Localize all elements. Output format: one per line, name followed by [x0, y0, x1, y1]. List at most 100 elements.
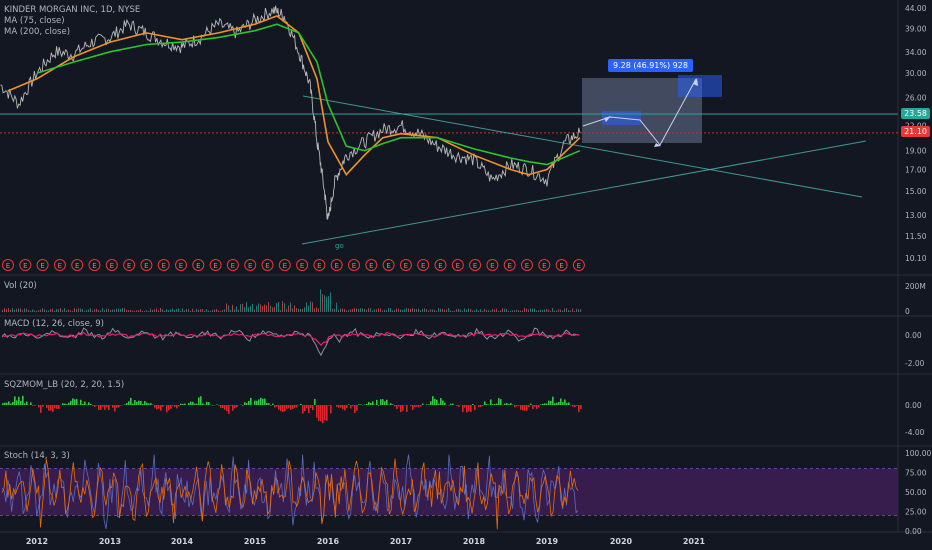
volume-pane-label[interactable]: Vol (20) [4, 281, 37, 291]
earnings-marker[interactable]: E [36, 259, 49, 271]
earnings-marker[interactable]: E [365, 259, 378, 271]
volume-bar [526, 308, 527, 312]
earnings-marker[interactable]: E [434, 259, 447, 271]
stoch-pane-label[interactable]: Stoch (14, 3, 3) [4, 451, 70, 461]
earnings-marker[interactable]: E [140, 259, 153, 271]
volume-bar [420, 310, 421, 312]
earnings-marker[interactable]: E [278, 259, 291, 271]
symbol-title[interactable]: KINDER MORGAN INC, 1D, NYSE [4, 5, 141, 15]
ma75-legend[interactable]: MA (75, close) [4, 16, 65, 26]
sqzmom-bar [224, 405, 226, 410]
sqzmom-pane-label[interactable]: SQZMOM_LB (20, 2, 20, 1.5) [4, 380, 125, 390]
sqzmom-bar [546, 403, 548, 405]
earnings-marker[interactable]: E [88, 259, 101, 271]
macd-pane-label[interactable]: MACD (12, 26, close, 9) [4, 319, 104, 329]
sqzmom-bar [418, 405, 420, 408]
volume-bar [188, 309, 189, 312]
earnings-marker[interactable]: E [399, 259, 412, 271]
earnings-marker[interactable]: E [157, 259, 170, 271]
earnings-marker[interactable]: E [469, 259, 482, 271]
earnings-marker[interactable]: E [19, 259, 32, 271]
sqzmom-bar [440, 398, 442, 405]
svg-text:E: E [231, 262, 235, 270]
main-y-tick-label: 39.00 [905, 24, 927, 33]
sqzmom-bar [564, 399, 566, 405]
earnings-marker[interactable]: E [417, 259, 430, 271]
ascending-trendline[interactable] [301, 140, 867, 245]
volume-bar [186, 308, 187, 312]
earnings-marker[interactable]: E [486, 259, 499, 271]
sqzmom-bar [158, 405, 160, 409]
ma200-line[interactable] [36, 23, 581, 166]
earnings-marker[interactable]: E [555, 259, 568, 271]
earnings-marker[interactable]: E [2, 259, 14, 271]
earnings-marker[interactable]: E [382, 259, 395, 271]
volume-bar [250, 305, 251, 312]
sqzmom-bar [52, 405, 54, 412]
svg-text:E: E [559, 262, 563, 270]
earnings-marker[interactable]: E [313, 259, 326, 271]
earnings-marker[interactable]: E [175, 259, 187, 271]
macd-signal-line[interactable] [1, 331, 580, 347]
volume-bar [228, 305, 229, 312]
sqzmom-bar [310, 405, 312, 408]
stoch-d-line[interactable] [1, 458, 579, 530]
volume-bar [534, 308, 535, 312]
sqzmom-bar [20, 400, 22, 405]
earnings-marker[interactable]: E [521, 259, 533, 271]
volume-bar [432, 309, 433, 312]
earnings-marker[interactable]: E [53, 259, 66, 271]
volume-bar [14, 309, 15, 312]
sqzmom-bar [168, 405, 170, 411]
sqzmom-bar [142, 403, 144, 405]
earnings-marker[interactable]: E [226, 259, 239, 271]
volume-bar [200, 309, 201, 312]
earnings-marker[interactable]: E [503, 259, 516, 271]
sqzmom-bar [360, 404, 362, 405]
sqzmom-bar [448, 405, 450, 406]
earnings-marker[interactable]: E [330, 259, 343, 271]
earnings-marker[interactable]: E [261, 259, 274, 271]
earnings-marker[interactable]: E [123, 259, 136, 271]
earnings-marker[interactable]: E [572, 259, 585, 271]
earnings-marker[interactable]: E [348, 259, 360, 271]
sqzmom-bar [24, 403, 26, 405]
earnings-marker[interactable]: E [209, 259, 222, 271]
sqzmom-bar [64, 403, 66, 405]
earnings-marker[interactable]: E [192, 259, 205, 271]
volume-bar [142, 310, 143, 312]
sqzmom-bar [558, 401, 560, 405]
ma200-legend[interactable]: MA (200, close) [4, 27, 71, 37]
earnings-marker[interactable]: E [71, 259, 84, 271]
earnings-marker[interactable]: E [296, 259, 309, 271]
volume-bar [468, 308, 469, 312]
sqzmom-bar [272, 403, 274, 405]
ma75-line[interactable] [7, 14, 581, 176]
volume-bar [30, 310, 31, 312]
stoch-k-line[interactable] [1, 454, 579, 529]
volume-bar [562, 310, 563, 312]
earnings-marker[interactable]: E [451, 259, 464, 271]
volume-bar [114, 309, 115, 312]
earnings-marker[interactable]: E [538, 259, 551, 271]
volume-bar [342, 308, 343, 312]
sqzmom-bar [94, 405, 96, 407]
svg-text:E: E [525, 262, 529, 270]
projection-path[interactable] [582, 78, 697, 146]
volume-bar [96, 308, 97, 312]
earnings-marker[interactable]: E [244, 259, 257, 271]
volume-bar [416, 309, 417, 312]
sqzmom-bar [26, 401, 28, 405]
descending-trendline[interactable] [302, 95, 863, 198]
sqzmom-bar [412, 405, 414, 410]
volume-bar [26, 308, 27, 312]
sqzmom-bar [140, 400, 142, 405]
earnings-marker[interactable]: E [105, 259, 118, 271]
volume-bar [390, 308, 391, 312]
volume-bar [264, 304, 265, 312]
volume-bar [128, 310, 129, 312]
sqzmom-bar [580, 405, 582, 409]
sqzmom-bar [370, 402, 372, 405]
main-y-tick-label: 30.00 [905, 69, 927, 78]
